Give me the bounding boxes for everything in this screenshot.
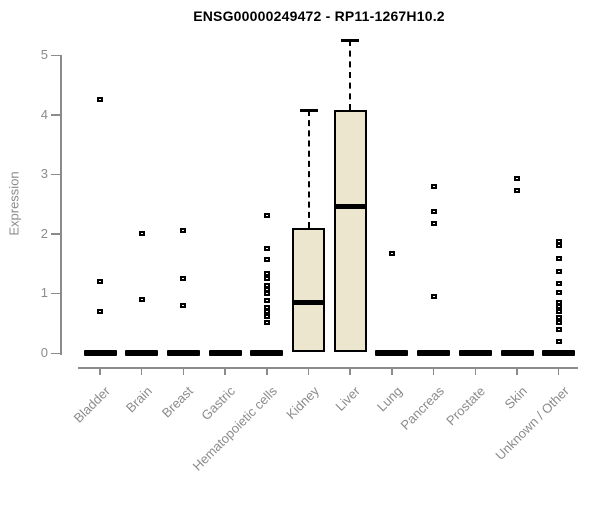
whisker-cap	[299, 108, 318, 112]
outlier-point	[555, 314, 562, 320]
x-axis-tick	[391, 367, 393, 375]
outlier-point	[555, 239, 562, 245]
outlier-point	[555, 304, 562, 309]
x-axis-tick	[474, 367, 477, 375]
outlier-point	[514, 176, 520, 182]
upper-whisker	[307, 110, 310, 228]
x-axis-tick	[432, 367, 435, 375]
outlier-point	[263, 319, 270, 325]
x-axis-line	[78, 367, 578, 369]
x-axis-tick	[182, 367, 185, 375]
outlier-point	[263, 308, 270, 314]
zero-median-bar	[83, 350, 117, 356]
outlier-point	[555, 299, 562, 305]
chart-title: ENSG00000249472 - RP11-1267H10.2	[193, 8, 445, 24]
outlier-point	[555, 280, 562, 286]
outlier-point	[263, 256, 270, 262]
outlier-point	[555, 308, 562, 314]
zero-median-bar	[250, 350, 284, 356]
outlier-point	[555, 268, 562, 274]
outlier-point	[388, 250, 395, 256]
y-axis-label: Expression	[6, 171, 22, 236]
x-axis-tick	[99, 367, 101, 375]
y-axis-tick	[51, 114, 60, 116]
x-axis-tick	[557, 367, 560, 375]
outlier-point	[180, 276, 187, 281]
outlier-point	[555, 289, 562, 295]
y-axis-tick-label: 1	[40, 285, 48, 301]
outlier-point	[97, 278, 103, 284]
box	[333, 110, 367, 352]
outlier-point	[555, 319, 562, 325]
zero-median-bar	[458, 350, 492, 356]
x-axis-tick	[140, 367, 143, 375]
zero-median-bar	[125, 350, 159, 356]
zero-median-bar	[166, 350, 200, 356]
y-axis-tick	[51, 352, 60, 354]
x-axis-tick	[307, 367, 310, 375]
zero-median-bar	[208, 350, 242, 356]
zero-median-bar	[375, 350, 409, 356]
zero-median-bar	[542, 350, 576, 356]
y-axis-tick	[51, 54, 60, 56]
x-axis-tick	[349, 367, 351, 375]
y-axis-tick	[51, 292, 60, 295]
outlier-point	[263, 313, 270, 319]
outlier-point	[263, 276, 270, 281]
outlier-point	[263, 290, 270, 296]
outlier-point	[263, 287, 270, 293]
outlier-point	[555, 338, 562, 344]
y-axis-tick-label: 4	[40, 106, 48, 122]
outlier-point	[555, 243, 562, 249]
outlier-point	[138, 231, 145, 237]
upper-whisker	[349, 40, 352, 111]
outlier-point	[430, 293, 437, 299]
whisker-cap	[341, 38, 360, 42]
zero-median-bar	[417, 350, 451, 356]
outlier-point	[263, 298, 270, 304]
x-axis-tick	[266, 367, 268, 375]
y-axis-tick-label: 0	[40, 345, 48, 360]
zero-median-bar	[500, 350, 534, 356]
outlier-point	[138, 296, 145, 302]
outlier-point	[180, 302, 187, 308]
y-axis-line	[60, 55, 62, 355]
median-line	[335, 204, 365, 210]
y-axis-tick-label: 2	[40, 225, 48, 241]
outlier-point	[97, 308, 103, 314]
x-axis-tick	[516, 367, 518, 375]
outlier-point	[263, 213, 270, 219]
outlier-point	[97, 97, 103, 103]
outlier-point	[263, 304, 270, 310]
x-axis-tick	[224, 367, 226, 375]
y-axis-tick	[51, 233, 60, 235]
outlier-point	[555, 256, 562, 262]
outlier-point	[263, 271, 270, 277]
outlier-point	[263, 283, 270, 289]
outlier-point	[555, 326, 562, 332]
y-axis-tick-label: 5	[40, 47, 48, 62]
outlier-point	[263, 246, 270, 252]
outlier-point	[514, 187, 520, 193]
y-axis-tick	[51, 173, 60, 176]
outlier-point	[430, 220, 437, 226]
y-axis-tick-label: 3	[40, 166, 48, 182]
box	[292, 227, 325, 352]
outlier-point	[430, 208, 437, 214]
outlier-point	[180, 228, 187, 234]
median-line	[294, 299, 323, 305]
outlier-point	[430, 183, 437, 189]
